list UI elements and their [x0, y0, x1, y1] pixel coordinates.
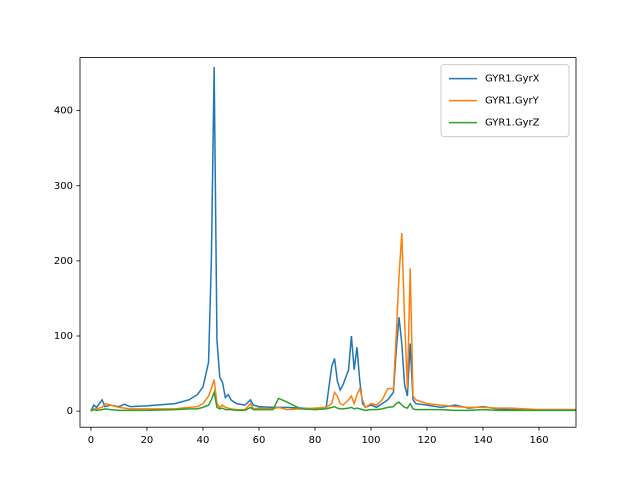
y-tick-label: 100 [54, 331, 73, 342]
y-tick-label: 200 [54, 256, 73, 267]
x-tick-label: 120 [417, 435, 436, 446]
x-tick-label: 0 [88, 435, 94, 446]
x-tick-label: 40 [197, 435, 210, 446]
x-tick-label: 140 [473, 435, 492, 446]
data-line [90, 389, 576, 412]
legend-label: GYR1.GyrY [485, 96, 540, 107]
plot-frame [79, 57, 577, 428]
legend-box [440, 64, 570, 138]
x-tick-label: 80 [309, 435, 322, 446]
y-tick-label: 400 [54, 106, 73, 117]
x-tick-label: 160 [529, 435, 548, 446]
legend-label: GYR1.GyrZ [485, 118, 540, 129]
data-line [90, 67, 576, 412]
x-tick-label: 60 [253, 435, 266, 446]
y-tick-label: 300 [54, 181, 73, 192]
x-tick-label: 20 [141, 435, 154, 446]
y-tick-label: 0 [67, 406, 73, 417]
legend-label: GYR1.GyrX [485, 74, 540, 85]
data-line [90, 233, 576, 412]
x-tick-label: 100 [361, 435, 380, 446]
